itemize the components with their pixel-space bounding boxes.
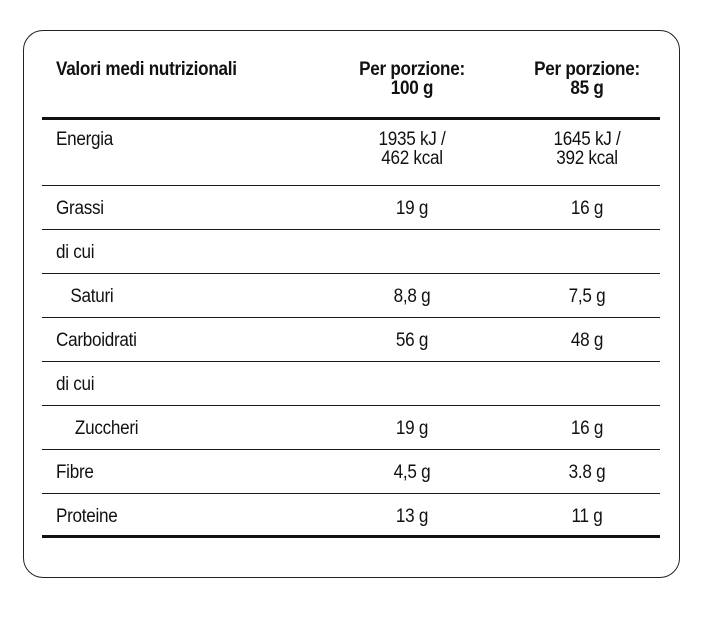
value-100g: 19 g [395,198,429,219]
value-85g-kj: 1645 kJ / [553,129,621,150]
table-row-energia: Energia 1935 kJ / 462 kcal 1645 kJ / 392… [42,120,660,186]
value-85g-kcal: 392 kcal [556,148,618,169]
value-85g: 48 g [570,330,604,351]
header-per-85g-line1: Per porzione: [534,59,640,80]
row-label: Fibre [56,462,94,483]
table-row-fibre: Fibre 4,5 g 3.8 g [42,450,660,494]
table-row-di-cui-carboidrati: di cui [42,362,660,406]
header-per-100g: Per porzione: 100 g [331,60,493,98]
value-100g: 1935 kJ / 462 kcal [331,130,493,168]
header-per-100g-line1: Per porzione: [359,59,465,80]
table-row-carboidrati: Carboidrati 56 g 48 g [42,318,660,362]
header-nutrients: Valori medi nutrizionali [56,59,237,80]
row-label: Proteine [56,506,118,527]
table-row-proteine: Proteine 13 g 11 g [42,494,660,538]
table-row-saturi: Saturi 8,8 g 7,5 g [42,274,660,318]
nutrition-table: Valori medi nutrizionali Per porzione: 1… [42,30,660,538]
row-label: Saturi [70,286,114,307]
value-100g: 4,5 g [393,462,431,483]
row-label: Grassi [56,198,104,219]
row-label: Energia [56,129,114,150]
table-row-di-cui-grassi: di cui [42,230,660,274]
row-label: di cui [56,242,95,263]
value-100g-kj: 1935 kJ / [378,129,446,150]
value-85g: 11 g [571,506,603,527]
table-row-zuccheri: Zuccheri 19 g 16 g [42,406,660,450]
row-label: Zuccheri [74,418,139,439]
header-per-85g: Per porzione: 85 g [520,60,655,98]
nutrition-panel [23,30,680,578]
row-label: Carboidrati [56,330,137,351]
header-per-85g-line2: 85 g [570,78,604,99]
value-85g: 16 g [570,198,604,219]
row-label: di cui [56,374,95,395]
value-85g: 3.8 g [568,462,606,483]
table-header: Valori medi nutrizionali Per porzione: 1… [42,30,660,120]
value-85g: 16 g [570,418,604,439]
value-100g: 56 g [395,330,429,351]
value-100g: 13 g [395,506,429,527]
value-100g: 8,8 g [393,286,431,307]
table-row-grassi: Grassi 19 g 16 g [42,186,660,230]
value-85g: 1645 kJ / 392 kcal [520,130,655,168]
header-per-100g-line2: 100 g [390,78,434,99]
value-100g-kcal: 462 kcal [381,148,443,169]
value-85g: 7,5 g [568,286,606,307]
value-100g: 19 g [395,418,429,439]
